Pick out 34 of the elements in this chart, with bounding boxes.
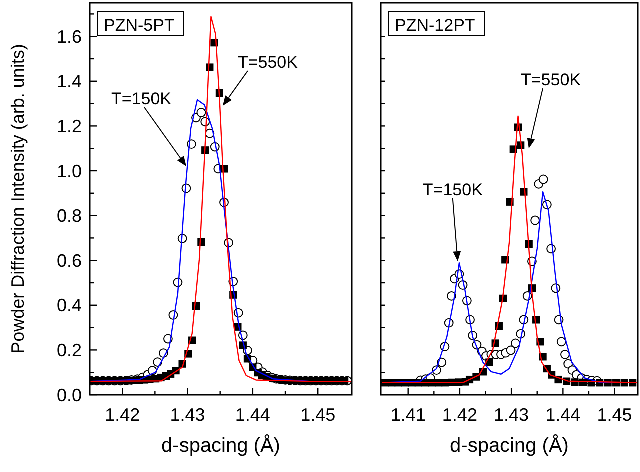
y-tick-label: 1.4 <box>56 72 82 92</box>
y-tick-label: 0.6 <box>56 250 82 271</box>
x-tick-label: 1.44 <box>235 405 270 425</box>
y-tick-label: 0.4 <box>56 296 82 316</box>
annotation: T=550K <box>238 53 299 72</box>
x-tick-label: 1.45 <box>597 405 632 425</box>
text: PZN-5PT <box>104 16 175 35</box>
annotation: T=550K <box>520 70 582 90</box>
point <box>560 350 570 360</box>
text: PZN-12PT <box>395 16 476 35</box>
x-tick-label: 1.44 <box>546 405 581 425</box>
x-tick-label: 1.42 <box>105 405 140 425</box>
point <box>506 346 516 356</box>
y-axis-title: Powder Diffraction Intensity (arb. units) <box>8 44 28 354</box>
y-tick-label: 0.2 <box>56 340 82 360</box>
x-tick-label: 1.41 <box>390 405 426 425</box>
y-tick-label: 1.0 <box>56 161 82 182</box>
x-tick-label: 1.42 <box>442 405 478 425</box>
point <box>196 108 206 118</box>
point <box>510 338 520 348</box>
point <box>530 216 540 226</box>
y-tick-label: 0.0 <box>56 385 82 406</box>
y-tick-label: 1.2 <box>56 116 82 136</box>
x-tick-label: 1.45 <box>300 405 336 425</box>
point <box>538 174 548 184</box>
point <box>556 337 566 347</box>
x-tick-label: 1.43 <box>494 405 530 425</box>
x-axis-title: d-spacing (Å) <box>450 434 569 457</box>
annotation: T=150K <box>111 90 172 108</box>
x-tick-label: 1.43 <box>170 405 206 425</box>
y-tick-label: 1.6 <box>56 26 82 47</box>
y-tick-label: 0.8 <box>56 206 82 226</box>
x-axis-title: d-spacing (Å) <box>162 434 280 457</box>
annotation: T=150K <box>422 180 484 200</box>
